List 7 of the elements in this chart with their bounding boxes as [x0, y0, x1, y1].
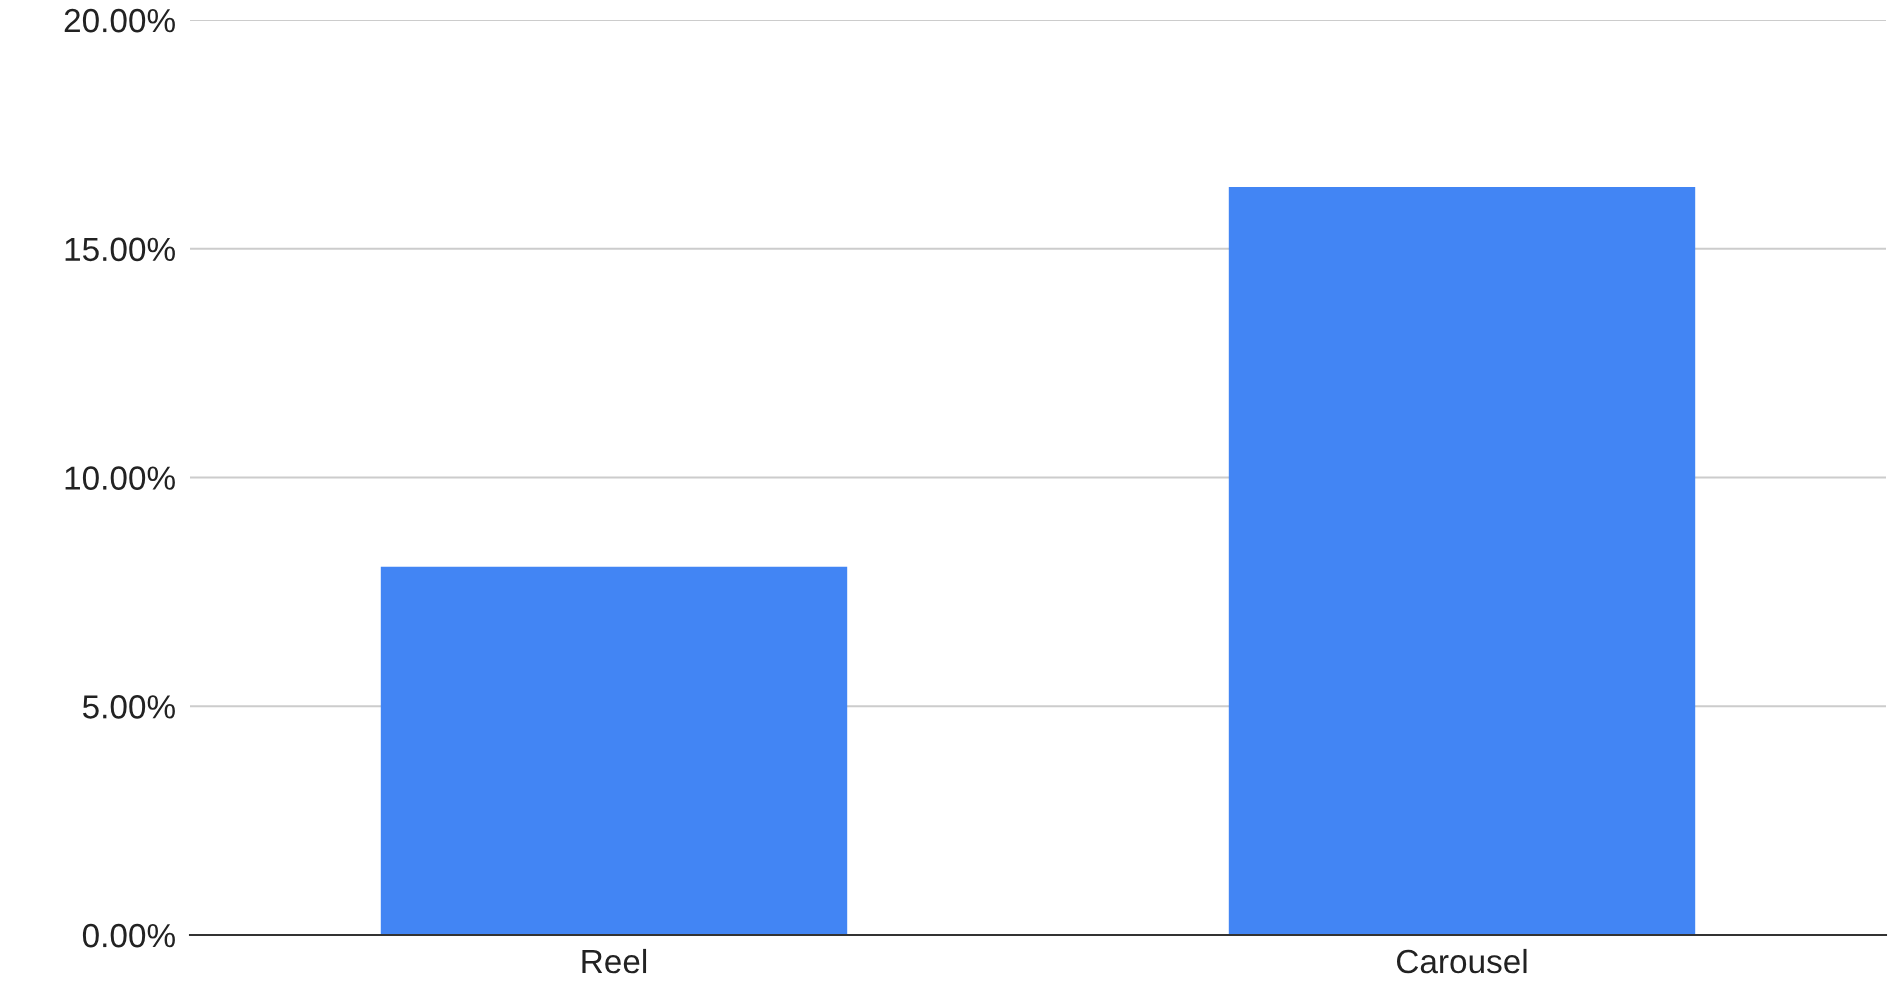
y-tick-label: 20.00% — [64, 8, 175, 33]
x-tick-label: Reel — [582, 948, 647, 974]
y-tick-label: 10.00% — [65, 466, 175, 490]
y-tick-label: 15.00% — [65, 237, 175, 262]
x-tick-label: Carousel — [1397, 948, 1527, 974]
y-tick-label: 0.00% — [82, 923, 175, 948]
y-tick-label: 5.00% — [82, 695, 175, 719]
